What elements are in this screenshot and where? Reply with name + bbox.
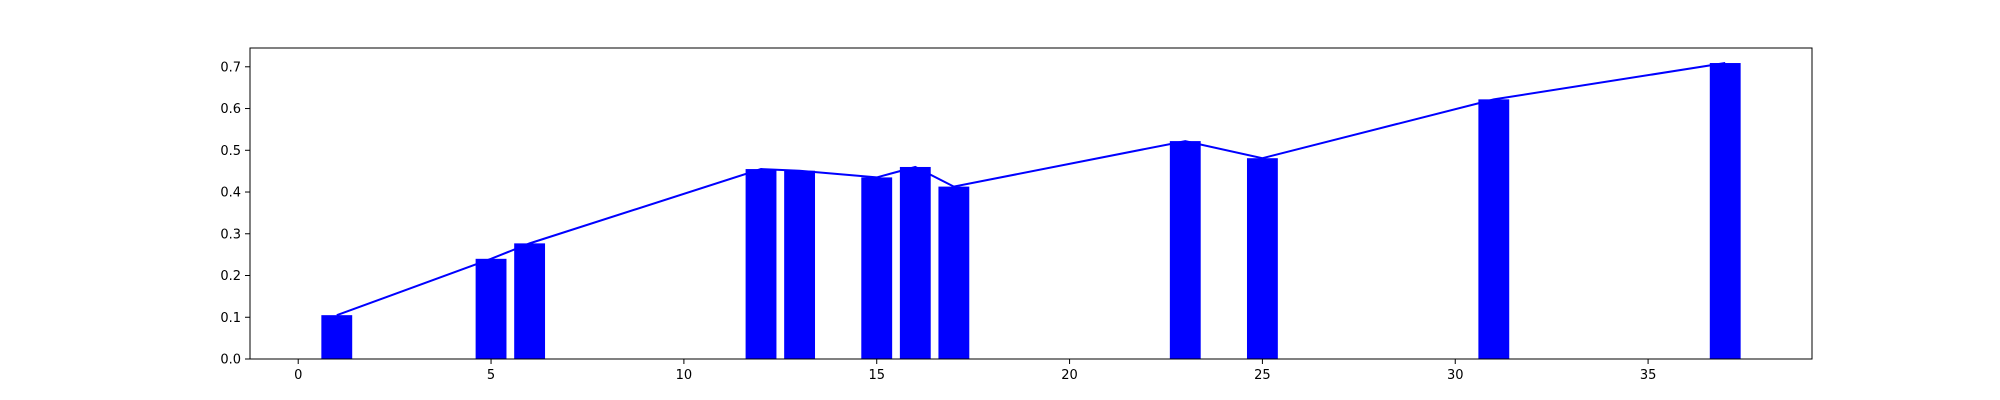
- bars-layer: [321, 63, 1741, 359]
- y-axis-ticks: 0.0 0.1 0.2 0.3 0.4 0.5 0.6 0.7: [220, 60, 250, 368]
- bar-12: [745, 169, 777, 359]
- bar-25: [1246, 158, 1278, 359]
- x-tick-label: 0: [294, 368, 302, 383]
- y-tick-label: 0.2: [220, 269, 241, 284]
- bar-31: [1478, 99, 1510, 359]
- y-tick-label: 0.5: [220, 144, 241, 159]
- y-tick-label: 0.0: [220, 353, 241, 368]
- x-tick-label: 30: [1447, 368, 1464, 383]
- series-line: [336, 62, 1726, 317]
- y-tick-label: 0.3: [220, 227, 241, 242]
- bar-15: [861, 177, 893, 359]
- bar-37: [1709, 63, 1741, 359]
- x-tick-label: 5: [487, 368, 495, 383]
- bar-6: [514, 243, 546, 359]
- x-tick-label: 15: [868, 368, 885, 383]
- x-tick-label: 20: [1061, 368, 1078, 383]
- y-tick-label: 0.7: [220, 60, 241, 75]
- x-tick-label: 25: [1254, 368, 1271, 383]
- bar-5: [475, 258, 507, 359]
- x-tick-label: 35: [1640, 368, 1657, 383]
- y-tick-label: 0.1: [220, 311, 241, 326]
- y-tick-label: 0.4: [220, 186, 241, 201]
- bar-13: [784, 170, 816, 359]
- bar-16: [899, 166, 931, 359]
- line-layer: [336, 62, 1726, 317]
- plot-frame: [249, 47, 1813, 360]
- bar-1: [321, 315, 353, 359]
- x-tick-label: 10: [676, 368, 693, 383]
- y-tick-label: 0.6: [220, 102, 241, 117]
- bar-17: [938, 186, 970, 359]
- x-axis-ticks: 0 5 10 15 20 25 30 35: [294, 359, 1656, 383]
- bar-23: [1169, 141, 1201, 359]
